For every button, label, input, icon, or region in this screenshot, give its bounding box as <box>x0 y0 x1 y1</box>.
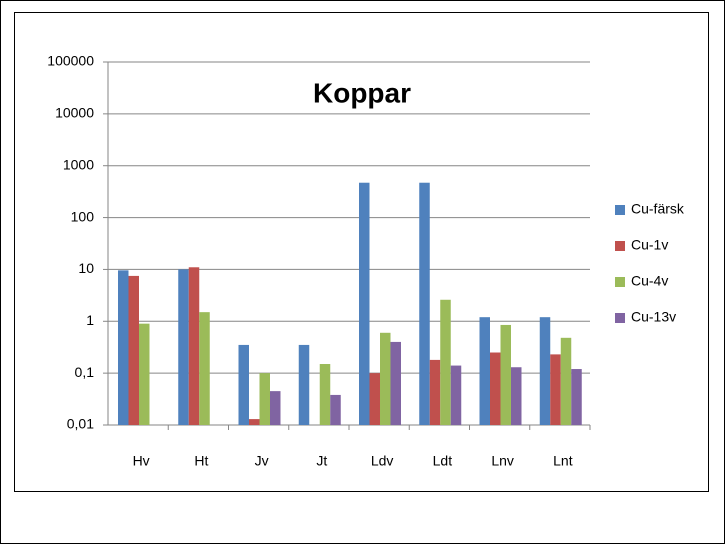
bar <box>188 267 200 425</box>
y-tick-label: 1 <box>86 312 94 328</box>
bar <box>359 182 370 425</box>
y-tick-label: 1000 <box>63 156 94 172</box>
bar <box>440 299 451 425</box>
bar <box>319 364 331 425</box>
bar <box>178 269 189 425</box>
bar <box>490 352 501 425</box>
legend-swatch <box>615 205 625 215</box>
bar <box>511 367 522 425</box>
legend-swatch <box>615 313 625 323</box>
y-tick-label: 0,01 <box>67 416 94 432</box>
bar <box>139 323 150 425</box>
bar <box>550 354 561 425</box>
legend-label: Cu-13v <box>631 309 676 325</box>
bar <box>450 365 462 425</box>
bar <box>571 369 582 425</box>
bar <box>419 182 430 425</box>
bar <box>429 359 441 425</box>
x-tick-label: Lnv <box>491 453 514 469</box>
y-tick-label: 0,1 <box>75 364 95 380</box>
chart-frame <box>14 12 709 492</box>
y-tick-label: 100000 <box>47 53 94 69</box>
legend-label: Cu-1v <box>631 237 668 253</box>
bar <box>380 332 391 425</box>
y-tick-label: 100 <box>71 208 95 224</box>
y-tick-label: 10 <box>78 260 94 276</box>
bar <box>539 317 551 425</box>
x-tick-label: Lnt <box>553 453 573 469</box>
x-tick-label: Ldv <box>371 453 394 469</box>
x-tick-label: Jv <box>255 453 269 469</box>
bar <box>199 312 210 425</box>
bar <box>369 373 380 425</box>
bar <box>390 341 401 425</box>
bar <box>298 344 310 425</box>
legend-label: Cu-4v <box>631 273 668 289</box>
x-tick-label: Ht <box>194 453 208 469</box>
legend-swatch <box>615 277 625 287</box>
y-tick-label: 10000 <box>55 105 94 121</box>
bar <box>238 344 249 425</box>
bar <box>500 324 511 425</box>
legend-label: Cu-färsk <box>631 201 685 217</box>
legend-swatch <box>615 241 625 251</box>
bar <box>330 394 341 425</box>
bar <box>560 337 572 425</box>
chart-title: Koppar <box>313 77 411 108</box>
x-tick-label: Hv <box>133 453 150 469</box>
bar <box>118 270 129 425</box>
bar <box>259 373 270 425</box>
bar <box>479 317 490 425</box>
bar <box>249 419 260 425</box>
bar <box>270 391 281 425</box>
x-tick-label: Jt <box>316 453 327 469</box>
bar <box>128 275 139 425</box>
x-tick-label: Ldt <box>433 453 453 469</box>
